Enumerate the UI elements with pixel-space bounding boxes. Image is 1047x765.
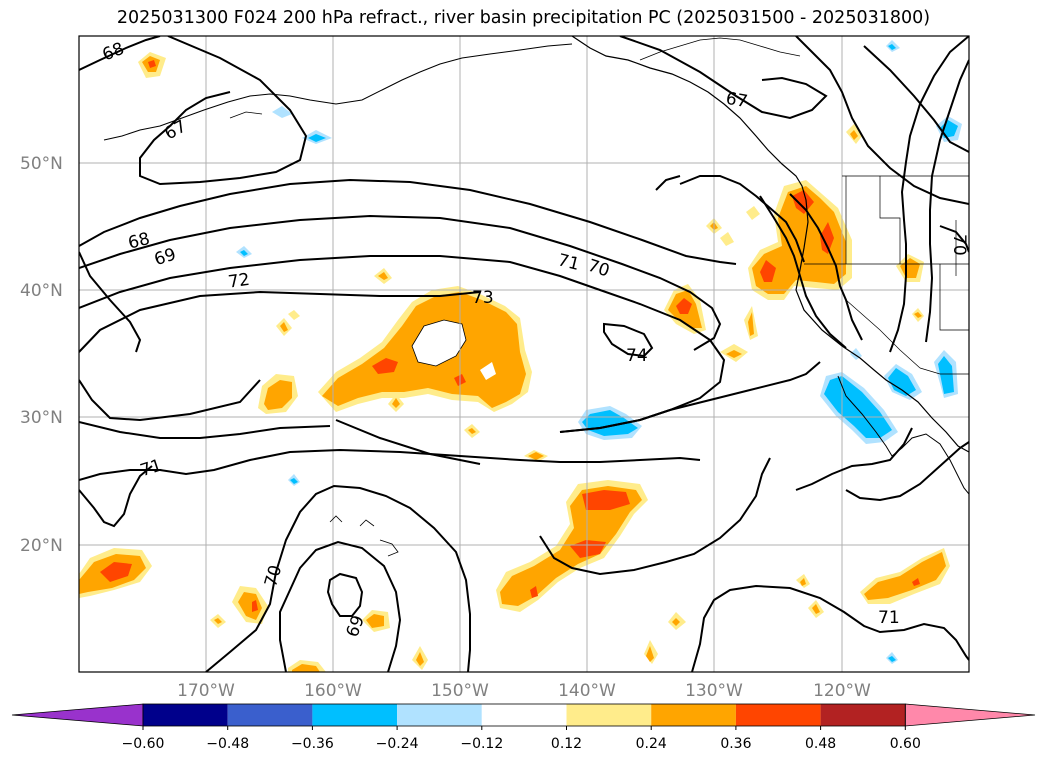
state-borders xyxy=(804,175,969,375)
lon-label-160w: 160°W xyxy=(304,681,362,701)
colorbar-tick-label: −0.36 xyxy=(291,736,334,752)
colorbar-segments xyxy=(11,703,1036,727)
contour-label: 73 xyxy=(472,288,494,308)
lon-label-130w: 130°W xyxy=(685,681,743,701)
lon-label-150w: 150°W xyxy=(431,681,489,701)
precipitation-fields xyxy=(79,40,962,672)
lat-label-30n: 30°N xyxy=(20,408,63,428)
longitude-labels: 170°W 160°W 150°W 140°W 130°W 120°W xyxy=(177,681,871,701)
refractivity-contours xyxy=(79,36,969,672)
colorbar-tick-label: −0.60 xyxy=(122,736,165,752)
lat-label-20n: 20°N xyxy=(20,536,63,556)
colorbar-tick-label: 0.48 xyxy=(805,736,836,752)
contour-label: 67 xyxy=(724,89,749,112)
colorbar-tick-label: 0.24 xyxy=(636,736,667,752)
colorbar-tick-label: 0.36 xyxy=(720,736,751,752)
colorbar-segment xyxy=(143,704,228,726)
contour-label: 70 xyxy=(949,234,969,256)
subtropical-red-1 xyxy=(582,490,630,510)
map-title: 2025031300 F024 200 hPa refract., river … xyxy=(116,8,931,28)
colorbar-segment xyxy=(227,704,313,726)
colorbar-tick-label: −0.48 xyxy=(206,736,249,752)
colorbar-segment xyxy=(481,704,567,726)
colorbar-segment xyxy=(820,704,906,726)
colorbar-outline xyxy=(142,703,906,727)
colorbar-tick-label: 0.12 xyxy=(551,736,582,752)
central-red-patch xyxy=(372,358,398,374)
contour-label: 71 xyxy=(878,608,900,628)
colorbar-extend-left xyxy=(11,703,144,727)
colorbar: −0.60 −0.48 −0.36 −0.24 −0.12 0.12 0.24 0.36 0.4… xyxy=(11,703,1036,752)
colorbar-tick-label: −0.12 xyxy=(460,736,503,752)
colorbar-segment xyxy=(312,704,398,726)
colorbar-segment xyxy=(397,704,482,726)
lat-label-50n: 50°N xyxy=(20,154,63,174)
colorbar-segment xyxy=(651,704,736,726)
colorbar-tick-label: −0.24 xyxy=(376,736,419,752)
contour-labels: 68 67 67 68 69 72 71 70 73 74 71 70 69 7… xyxy=(100,39,969,640)
colorbar-tick-label: 0.60 xyxy=(890,736,921,752)
contour-label: 74 xyxy=(626,346,648,366)
lat-label-40n: 40°N xyxy=(20,281,63,301)
central-white-spot xyxy=(480,362,496,380)
lon-label-120w: 120°W xyxy=(813,681,871,701)
colorbar-tick-labels: −0.60 −0.48 −0.36 −0.24 −0.12 0.12 0.24 0.36 0.4… xyxy=(122,726,921,752)
contour-label: 72 xyxy=(227,270,251,293)
map-frame xyxy=(78,35,970,673)
gridlines xyxy=(79,36,969,672)
colorbar-segment xyxy=(735,704,821,726)
latitude-labels: 50°N 40°N 30°N 20°N xyxy=(20,154,63,556)
colorbar-segment xyxy=(566,704,652,726)
colorbar-extend-right xyxy=(904,703,1036,727)
central-hole xyxy=(411,319,467,367)
lon-label-140w: 140°W xyxy=(558,681,616,701)
lon-label-170w: 170°W xyxy=(177,681,235,701)
